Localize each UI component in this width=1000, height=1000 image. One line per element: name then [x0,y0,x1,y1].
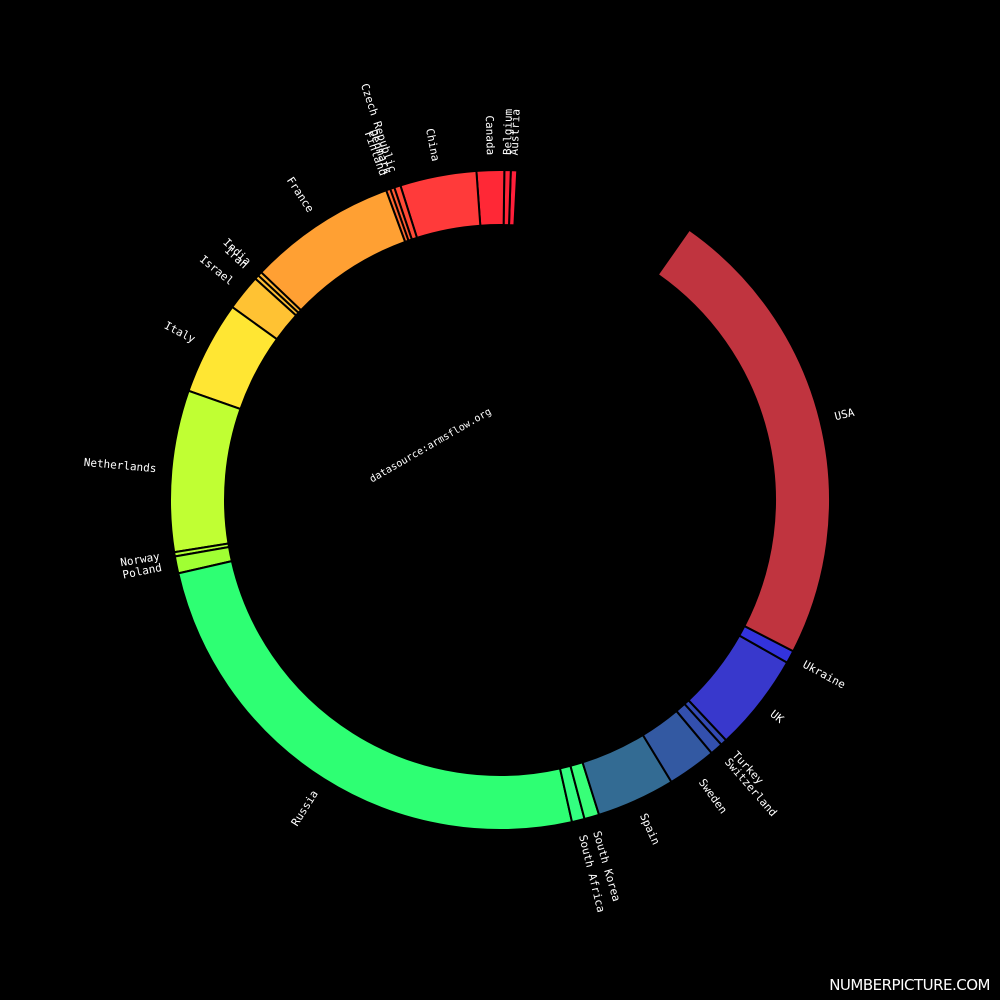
label-italy: Italy [162,319,198,346]
label-spain: Spain [637,811,663,847]
slice-netherlands [169,389,242,554]
label-netherlands: Netherlands [83,456,157,475]
label-norway: Norway [119,550,161,569]
slice-russia [177,559,574,831]
label-uk: UK [768,707,787,726]
label-usa: USA [833,406,856,423]
label-canada: Canada [483,115,497,155]
brand-logo-text: NUMBERPICTURE.COM [829,976,990,994]
label-belgium: Belgium [501,108,515,155]
label-ukraine: Ukraine [801,658,848,691]
label-sweden: Sweden [696,776,730,816]
label-russia: Russia [289,788,321,829]
label-austria: Austria [508,109,523,156]
source-note: datasource:armsflow.org [368,406,493,485]
label-france: France [284,175,317,215]
label-china: China [423,127,442,162]
slice-usa [656,228,831,653]
label-iran: Iran [222,244,250,271]
slices-group [169,169,831,831]
